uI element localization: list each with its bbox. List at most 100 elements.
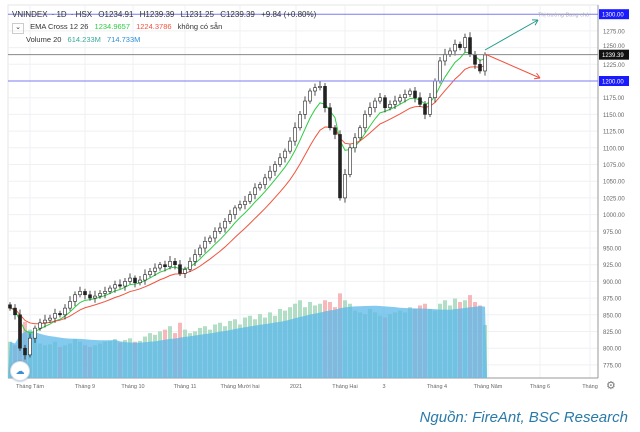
candle-body	[293, 127, 297, 142]
candle-body	[328, 107, 332, 129]
bullish-arrow	[484, 19, 539, 51]
candle-body	[108, 287, 112, 292]
y-tick-label: 775.00	[603, 363, 622, 369]
x-tick-label: Tháng Mười hai	[220, 384, 259, 390]
y-tick-label: 925.00	[603, 263, 622, 269]
candle-body	[53, 313, 57, 319]
candle-body	[228, 214, 232, 222]
settings-gear-icon[interactable]: ⚙	[606, 380, 616, 392]
candle-body	[333, 127, 337, 135]
exchange: HSX	[75, 10, 93, 19]
candle-body	[388, 104, 392, 109]
candle-body	[73, 294, 77, 302]
candle-body	[193, 254, 197, 262]
change-value: +9.84 (+0.80%)	[261, 10, 317, 19]
candle-body	[468, 37, 472, 55]
candle-body	[313, 87, 317, 92]
candle-body	[458, 43, 462, 48]
candle-body	[378, 97, 382, 102]
bearish-arrow-head	[536, 72, 541, 79]
ema-slow-value: 1224.3786	[136, 22, 172, 31]
candle-body	[178, 264, 182, 274]
x-tick-label: Tháng 6	[530, 384, 550, 390]
volume-label: Volume 20	[26, 35, 62, 44]
candle-body	[93, 295, 97, 299]
candle-body	[278, 157, 282, 165]
candle-body	[473, 53, 477, 65]
y-tick-label: 850.00	[603, 313, 622, 319]
candle-body	[158, 264, 162, 269]
candle-body	[273, 164, 277, 172]
volume-legend: Volume 20 614.233M 714.733M	[26, 35, 144, 44]
ema-slow-line	[9, 65, 486, 325]
candle-body	[438, 60, 442, 82]
candle-body	[8, 304, 12, 309]
candle-body	[283, 150, 287, 159]
candle-body	[423, 104, 427, 115]
y-tick-label: 1075.00	[603, 163, 625, 169]
candle-body	[443, 53, 447, 62]
candle-body	[258, 184, 262, 189]
candle-body	[28, 337, 32, 356]
candle-body	[173, 261, 177, 265]
candle-body	[123, 281, 127, 287]
volume-value: 614.233M	[67, 35, 101, 44]
candle-body	[163, 264, 167, 268]
source-caption: Nguồn: FireAnt, BSC Research	[419, 409, 628, 426]
candle-body	[68, 301, 72, 309]
bearish-arrow-head	[533, 77, 541, 80]
volume-ma-value: 714.733M	[107, 35, 141, 44]
candle-body	[478, 64, 482, 72]
candle-body	[243, 200, 247, 205]
candle-body	[183, 269, 187, 274]
high-value: H1239.39	[139, 10, 175, 19]
x-tick-label: Tháng Tám	[16, 384, 44, 390]
y-tick-label: 1125.00	[603, 130, 625, 136]
candle-body	[303, 100, 307, 115]
x-tick-label: Tháng 9	[75, 384, 95, 390]
x-tick-label: Tháng 11	[174, 384, 197, 390]
price-chart[interactable]: 1275.00 1250.00 1225.00 1175.00 1150.00 1125.…	[0, 0, 640, 400]
ema-status: không có sẵn	[177, 22, 223, 31]
candle-body	[288, 140, 292, 152]
candle-body	[408, 90, 412, 95]
candle-body	[38, 322, 42, 329]
candle-body	[418, 97, 422, 105]
candle-body	[433, 80, 437, 99]
candle-body	[253, 187, 257, 195]
candle-body	[233, 207, 237, 215]
x-tick-label: 3	[382, 384, 385, 390]
candle-body	[33, 327, 37, 339]
candle-body	[358, 127, 362, 139]
y-tick-label: 1275.00	[603, 29, 625, 35]
last-price-tag-text: 1239.39	[602, 53, 624, 59]
y-tick-label: 950.00	[603, 247, 622, 253]
candle-body	[268, 170, 272, 179]
candle-body	[238, 204, 242, 209]
resistance-note: Thị trường Đang chờ	[538, 13, 590, 19]
candle-body	[448, 50, 452, 55]
resistance-price-tag-text: 1300.00	[602, 13, 624, 19]
y-tick-label: 1250.00	[603, 44, 625, 50]
candle-body	[218, 227, 222, 232]
y-tick-label: 825.00	[603, 330, 622, 336]
x-tick-label: Tháng	[582, 384, 598, 390]
candle-body	[213, 231, 217, 239]
volume-ma-area	[8, 305, 487, 378]
candle-body	[393, 100, 397, 105]
interval: 1D	[56, 10, 67, 19]
bearish-arrow	[484, 53, 541, 79]
x-tick-label: Tháng 4	[427, 384, 447, 390]
close-value: C1239.39	[220, 10, 255, 19]
candle-body	[368, 107, 372, 115]
candle-body	[48, 317, 52, 321]
ema-label: EMA Cross 12 26	[30, 22, 89, 31]
candle-body	[343, 174, 347, 199]
candle-body	[143, 274, 147, 281]
candle-body	[353, 137, 357, 149]
candle-body	[403, 94, 407, 99]
candle-body	[153, 267, 157, 272]
x-tick-label: 2021	[290, 384, 302, 390]
x-tick-label: Tháng Hai	[332, 384, 357, 390]
collapse-chevron-icon[interactable]: ⌄	[12, 23, 24, 34]
